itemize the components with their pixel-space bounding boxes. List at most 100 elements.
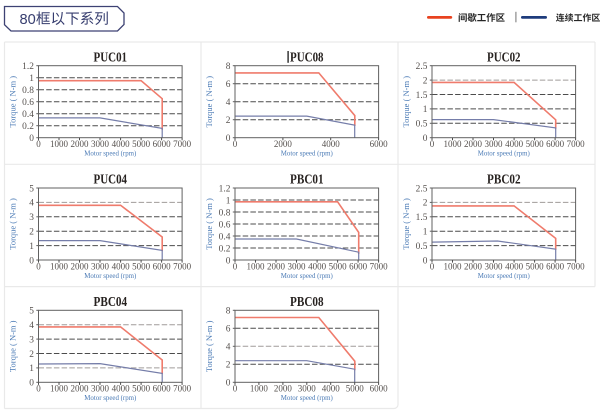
svg-text:5000: 5000 xyxy=(526,139,545,149)
svg-text:2: 2 xyxy=(29,350,34,360)
svg-text:0.2: 0.2 xyxy=(219,244,231,254)
svg-text:2: 2 xyxy=(29,228,34,238)
svg-text:4000: 4000 xyxy=(505,139,524,149)
svg-text:0: 0 xyxy=(36,384,41,394)
svg-text:1.2: 1.2 xyxy=(22,62,34,72)
svg-text:PBC01: PBC01 xyxy=(290,172,324,187)
svg-text:Motor speed (rpm): Motor speed (rpm) xyxy=(84,151,136,158)
svg-text:4: 4 xyxy=(29,199,34,209)
svg-text:2.5: 2.5 xyxy=(416,62,428,72)
svg-text:0: 0 xyxy=(430,261,435,271)
svg-text:PBC02: PBC02 xyxy=(487,172,521,187)
svg-text:1000: 1000 xyxy=(50,384,69,394)
svg-text:1000: 1000 xyxy=(444,139,463,149)
svg-text:Motor speed (rpm): Motor speed (rpm) xyxy=(281,273,333,280)
svg-text:PUC08: PUC08 xyxy=(290,49,324,64)
svg-text:5000: 5000 xyxy=(329,261,348,271)
svg-text:0.4: 0.4 xyxy=(219,232,231,242)
svg-text:3000: 3000 xyxy=(91,384,110,394)
svg-text:6000: 6000 xyxy=(546,139,565,149)
svg-text:2000: 2000 xyxy=(267,261,286,271)
svg-text:4000: 4000 xyxy=(112,139,131,149)
svg-text:2: 2 xyxy=(226,116,231,126)
svg-text:3: 3 xyxy=(29,213,34,223)
svg-text:1000: 1000 xyxy=(247,261,266,271)
svg-text:Torque ( N-m ): Torque ( N-m ) xyxy=(204,198,214,250)
svg-text:Torque ( N-m ): Torque ( N-m ) xyxy=(8,198,18,250)
svg-text:0: 0 xyxy=(29,256,34,266)
svg-text:3: 3 xyxy=(29,335,34,345)
svg-text:2: 2 xyxy=(226,361,231,371)
svg-text:1000: 1000 xyxy=(250,384,269,394)
svg-text:0: 0 xyxy=(226,379,231,389)
svg-text:3000: 3000 xyxy=(298,384,317,394)
svg-text:1000: 1000 xyxy=(444,261,463,271)
svg-text:PUC04: PUC04 xyxy=(94,172,128,187)
svg-text:0.6: 0.6 xyxy=(219,220,231,230)
svg-text:1000: 1000 xyxy=(50,261,69,271)
svg-text:6: 6 xyxy=(226,80,231,90)
svg-text:PUC02: PUC02 xyxy=(487,49,521,64)
svg-text:3000: 3000 xyxy=(485,139,504,149)
svg-text:0.5: 0.5 xyxy=(416,242,428,252)
svg-text:0.4: 0.4 xyxy=(22,110,34,120)
svg-text:6000: 6000 xyxy=(546,261,565,271)
svg-text:1.5: 1.5 xyxy=(416,91,428,101)
svg-text:1.2: 1.2 xyxy=(219,184,231,194)
svg-text:0: 0 xyxy=(430,139,435,149)
svg-text:1: 1 xyxy=(29,364,34,374)
svg-text:0: 0 xyxy=(36,261,41,271)
svg-text:4000: 4000 xyxy=(308,261,327,271)
svg-text:Motor speed (rpm): Motor speed (rpm) xyxy=(478,273,530,280)
svg-text:PBC04: PBC04 xyxy=(94,294,128,309)
svg-text:1: 1 xyxy=(29,242,34,252)
svg-text:4000: 4000 xyxy=(112,384,131,394)
svg-text:Motor speed (rpm): Motor speed (rpm) xyxy=(281,395,333,402)
svg-text:6000: 6000 xyxy=(153,384,172,394)
svg-text:1: 1 xyxy=(29,74,34,84)
svg-text:5000: 5000 xyxy=(132,139,151,149)
svg-text:1: 1 xyxy=(226,196,231,206)
svg-text:2000: 2000 xyxy=(274,139,293,149)
svg-text:6: 6 xyxy=(226,325,231,335)
svg-text:0.8: 0.8 xyxy=(219,208,231,218)
svg-text:5000: 5000 xyxy=(346,384,365,394)
svg-text:2000: 2000 xyxy=(464,261,483,271)
svg-text:7000: 7000 xyxy=(173,139,192,149)
svg-text:7000: 7000 xyxy=(173,384,192,394)
svg-text:2000: 2000 xyxy=(71,139,90,149)
svg-text:4: 4 xyxy=(226,343,231,353)
svg-text:1: 1 xyxy=(423,105,428,115)
svg-text:7000: 7000 xyxy=(370,261,389,271)
svg-text:3000: 3000 xyxy=(91,261,110,271)
svg-text:3000: 3000 xyxy=(91,139,110,149)
svg-text:4000: 4000 xyxy=(112,261,131,271)
svg-text:0.6: 0.6 xyxy=(22,98,34,108)
svg-text:8: 8 xyxy=(226,307,231,317)
svg-text:Torque ( N-m ): Torque ( N-m ) xyxy=(401,76,411,128)
svg-text:4000: 4000 xyxy=(322,139,341,149)
svg-text:6000: 6000 xyxy=(370,384,389,394)
svg-text:6000: 6000 xyxy=(370,139,389,149)
svg-text:0: 0 xyxy=(233,261,238,271)
svg-text:PUC01: PUC01 xyxy=(94,49,128,64)
svg-text:Motor speed (rpm): Motor speed (rpm) xyxy=(84,395,136,402)
svg-text:Torque ( N-m ): Torque ( N-m ) xyxy=(8,320,18,372)
svg-text:Motor speed (rpm): Motor speed (rpm) xyxy=(281,151,333,158)
svg-text:4: 4 xyxy=(29,321,34,331)
svg-text:5000: 5000 xyxy=(526,261,545,271)
svg-text:4: 4 xyxy=(226,98,231,108)
svg-text:6000: 6000 xyxy=(153,139,172,149)
svg-text:0: 0 xyxy=(29,379,34,389)
svg-text:0: 0 xyxy=(233,384,238,394)
svg-text:6000: 6000 xyxy=(153,261,172,271)
svg-text:1.5: 1.5 xyxy=(416,213,428,223)
svg-text:2: 2 xyxy=(423,199,428,209)
svg-text:7000: 7000 xyxy=(567,261,586,271)
svg-text:PBC08: PBC08 xyxy=(290,294,324,309)
svg-text:0.8: 0.8 xyxy=(22,86,34,96)
svg-text:5000: 5000 xyxy=(132,384,151,394)
svg-text:2000: 2000 xyxy=(71,261,90,271)
svg-text:8: 8 xyxy=(226,62,231,72)
svg-text:5000: 5000 xyxy=(132,261,151,271)
